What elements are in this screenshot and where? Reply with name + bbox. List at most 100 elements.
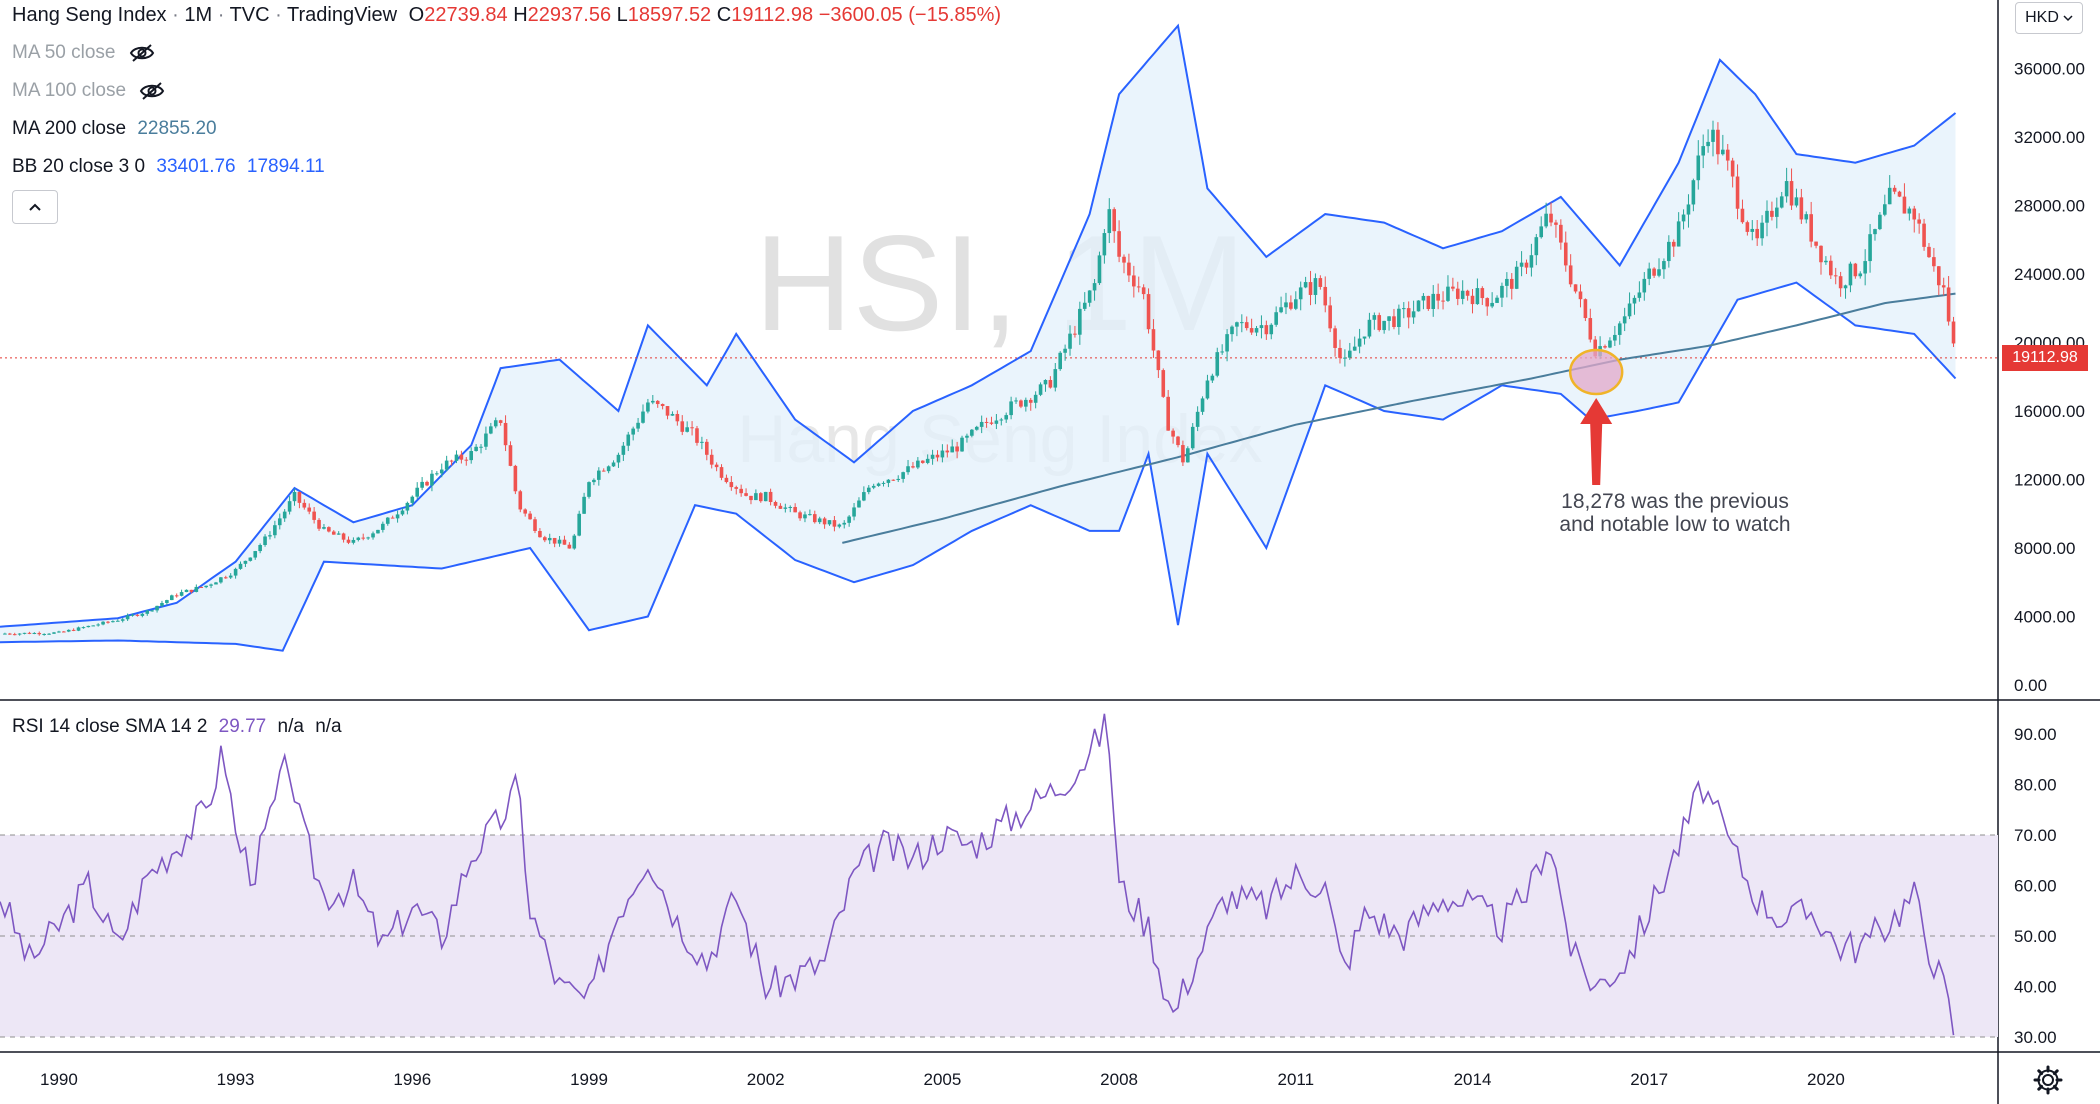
candle-body[interactable] — [842, 522, 847, 525]
candle-body[interactable] — [690, 427, 694, 429]
candle-body[interactable] — [734, 487, 739, 489]
candle-body[interactable] — [1151, 329, 1156, 351]
candle-body[interactable] — [675, 413, 680, 422]
candle-body[interactable] — [1033, 394, 1038, 403]
candle-body[interactable] — [1367, 319, 1372, 337]
candle-body[interactable] — [1048, 379, 1053, 388]
candle-body[interactable] — [1333, 328, 1337, 348]
candle-body[interactable] — [822, 518, 827, 525]
candle-body[interactable] — [616, 454, 621, 463]
candle-body[interactable] — [1686, 204, 1691, 215]
candle-body[interactable] — [101, 621, 105, 625]
candle-body[interactable] — [538, 530, 542, 538]
candle-body[interactable] — [695, 428, 699, 443]
eye-off-icon[interactable] — [139, 81, 165, 101]
candle-body[interactable] — [719, 467, 724, 478]
candle-body[interactable] — [243, 560, 248, 564]
candle-body[interactable] — [1284, 302, 1288, 308]
candle-body[interactable] — [739, 488, 743, 494]
candle-body[interactable] — [1711, 129, 1715, 142]
candle-body[interactable] — [71, 629, 76, 631]
candle-body[interactable] — [1480, 288, 1485, 299]
candle-body[interactable] — [1004, 415, 1009, 420]
candle-body[interactable] — [1509, 278, 1514, 289]
candle-body[interactable] — [189, 589, 194, 592]
candle-body[interactable] — [808, 514, 812, 516]
candle-body[interactable] — [1401, 308, 1406, 310]
candle-body[interactable] — [812, 514, 817, 523]
candle-body[interactable] — [778, 505, 783, 509]
candle-body[interactable] — [1038, 384, 1043, 395]
candle-body[interactable] — [1411, 311, 1416, 318]
candle-body[interactable] — [557, 539, 562, 544]
candle-body[interactable] — [1406, 308, 1411, 318]
candle-body[interactable] — [773, 502, 778, 506]
candle-body[interactable] — [601, 470, 606, 472]
candle-body[interactable] — [1446, 286, 1450, 301]
candlestick-series[interactable] — [3, 120, 1956, 636]
candle-body[interactable] — [312, 511, 316, 520]
candle-body[interactable] — [194, 586, 199, 592]
candle-body[interactable] — [228, 575, 233, 578]
candle-body[interactable] — [1068, 333, 1072, 349]
candle-body[interactable] — [297, 492, 302, 503]
candle-body[interactable] — [1868, 234, 1872, 262]
candle-body[interactable] — [1225, 334, 1229, 352]
candle-body[interactable] — [1220, 351, 1224, 353]
candle-body[interactable] — [106, 621, 110, 623]
candle-body[interactable] — [346, 539, 351, 543]
candle-body[interactable] — [1701, 146, 1705, 156]
candle-body[interactable] — [965, 435, 969, 438]
candle-body[interactable] — [268, 535, 272, 537]
candle-body[interactable] — [1190, 426, 1195, 449]
candle-body[interactable] — [32, 632, 37, 634]
candle-body[interactable] — [1102, 233, 1107, 256]
candle-body[interactable] — [1829, 260, 1833, 276]
candle-body[interactable] — [1019, 400, 1023, 407]
candle-body[interactable] — [1559, 224, 1563, 243]
candle-body[interactable] — [1922, 223, 1926, 247]
candle-body[interactable] — [984, 421, 989, 423]
candle-body[interactable] — [302, 502, 307, 508]
candle-body[interactable] — [1794, 197, 1799, 206]
candle-body[interactable] — [253, 551, 258, 558]
candle-body[interactable] — [1475, 288, 1480, 305]
candle-body[interactable] — [1799, 197, 1804, 220]
bollinger-lower-line[interactable] — [0, 281, 1957, 652]
candle-body[interactable] — [1171, 430, 1175, 437]
candle-body[interactable] — [655, 400, 660, 405]
candle-body[interactable] — [1750, 228, 1755, 232]
candle-body[interactable] — [1249, 328, 1254, 333]
candle-body[interactable] — [1058, 352, 1062, 370]
candle-body[interactable] — [1303, 282, 1308, 288]
candle-body[interactable] — [81, 627, 86, 629]
candle-body[interactable] — [1593, 339, 1598, 357]
candle-body[interactable] — [862, 492, 866, 501]
candle-body[interactable] — [1132, 275, 1136, 287]
candle-body[interactable] — [1505, 278, 1509, 286]
candle-body[interactable] — [960, 437, 964, 452]
candle-body[interactable] — [169, 595, 174, 601]
eye-off-icon[interactable] — [129, 43, 155, 63]
candle-body[interactable] — [454, 454, 459, 461]
candle-body[interactable] — [469, 451, 473, 461]
candle-body[interactable] — [832, 520, 837, 527]
candle-body[interactable] — [1122, 256, 1126, 263]
candle-body[interactable] — [503, 422, 508, 446]
candle-body[interactable] — [940, 450, 945, 458]
candle-body[interactable] — [1730, 160, 1735, 177]
candle-body[interactable] — [91, 625, 96, 627]
candle-body[interactable] — [1740, 208, 1745, 223]
candle-body[interactable] — [1833, 275, 1838, 277]
candle-body[interactable] — [994, 420, 999, 424]
bb-legend[interactable]: BB 20 close 3 0 33401.76 17894.11 — [12, 156, 325, 178]
candle-body[interactable] — [76, 627, 81, 631]
candle-body[interactable] — [1696, 155, 1701, 181]
candle-body[interactable] — [1662, 261, 1666, 270]
candle-body[interactable] — [307, 507, 312, 512]
candle-body[interactable] — [763, 491, 768, 502]
candle-body[interactable] — [1009, 401, 1013, 416]
candle-body[interactable] — [626, 434, 631, 446]
candle-body[interactable] — [1382, 320, 1386, 331]
candle-body[interactable] — [1578, 291, 1583, 300]
